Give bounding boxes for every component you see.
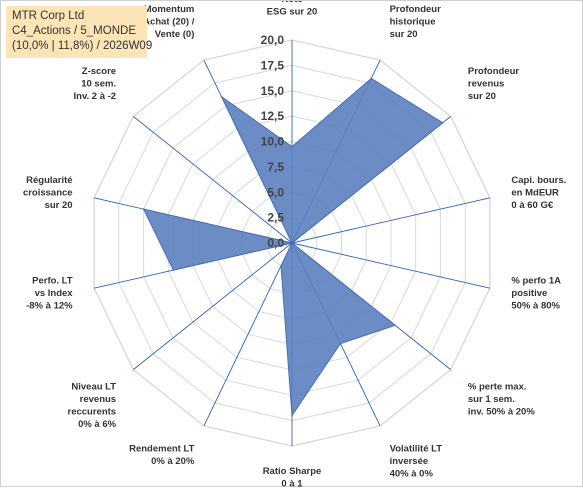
tick-label-6: 15,0	[261, 84, 285, 98]
axis-label-line: 40% à 0%	[390, 469, 434, 480]
tick-label-2: 5,0	[267, 185, 284, 199]
axis-label-line: croissance	[23, 188, 73, 199]
data-point-6	[340, 343, 342, 345]
data-point-7	[291, 415, 293, 417]
series-area	[144, 78, 443, 415]
axis-label-line: sur 20	[45, 200, 73, 211]
axis-label-line: inv. 50% à 20%	[468, 406, 535, 417]
axis-label-line: 0% à 20%	[151, 456, 195, 467]
axis-label-line: Achat (20) /	[143, 16, 195, 27]
axis-label-5: % perte max. sur 1 sem.inv. 50% à 20%	[468, 381, 535, 417]
company-name: MTR Corp Ltd	[12, 9, 141, 24]
axis-label-10: Perfo. LT vs Index-8% à 12%	[26, 275, 73, 311]
axis-label-line: Ratio Sharpe	[263, 466, 322, 477]
axis-label-line: Profondeur	[468, 66, 519, 77]
axis-label-line: 0% à 6%	[78, 419, 117, 430]
axis-label-line: Capi. bours.	[511, 175, 566, 186]
radar-series	[143, 78, 444, 417]
performance-summary: (10,0% | 11,8%) / 2026W09	[12, 39, 141, 54]
axis-label-0: Note ESG sur 20	[267, 1, 318, 18]
axis-label-line: Inv. 2 à -2	[74, 91, 117, 102]
data-point-8	[280, 265, 282, 267]
axis-label-line: inversée	[390, 456, 429, 467]
data-point-10	[173, 269, 175, 271]
axis-label-12: Z-score 10 sem.Inv. 2 à -2	[74, 66, 117, 102]
axis-label-line: Vente (0)	[155, 29, 195, 40]
portfolio-name: C4_Actions / 5_MONDE	[12, 24, 141, 39]
data-point-1	[371, 78, 373, 80]
tick-label-3: 7,5	[267, 160, 284, 174]
spoke-9	[133, 243, 292, 370]
axis-label-line: en MdEUR	[511, 188, 559, 199]
tick-label-8: 20,0	[261, 33, 285, 47]
axis-label-line: Rendement LT	[129, 444, 194, 455]
axis-label-line: vs Index	[35, 288, 74, 299]
data-point-12	[291, 242, 293, 244]
axis-label-line: sur 1 sem.	[468, 394, 515, 405]
axis-label-line: 0 à 60 G€	[511, 200, 553, 211]
axis-label-line: Momentum	[144, 4, 195, 15]
axis-label-line: Z-score	[82, 66, 116, 77]
radial-tick-labels: 0,0 2,5 5,0 7,5 10,0 12,5 15,0 17,5 20,0	[261, 33, 285, 250]
axis-label-line: Niveau LT	[71, 381, 116, 392]
tick-label-4: 10,0	[261, 135, 285, 149]
axis-label-line: 50% à 80%	[511, 300, 560, 311]
axis-label-line: positive	[511, 288, 547, 299]
axis-label-line: Profondeur	[390, 4, 441, 15]
tick-label-7: 17,5	[261, 58, 285, 72]
data-point-11	[143, 208, 145, 210]
axis-label-line: 10 sem.	[81, 79, 116, 90]
axis-label-line: -8% à 12%	[26, 300, 73, 311]
axis-label-line: revenus	[468, 79, 504, 90]
spoke-8	[204, 243, 292, 426]
axis-label-line: % perte max.	[468, 381, 527, 392]
axis-label-line: sur 20	[390, 29, 418, 40]
tick-label-1: 2,5	[267, 211, 284, 225]
axis-label-line: historique	[390, 16, 436, 27]
chart-title-box: MTR Corp Ltd C4_Actions / 5_MONDE (10,0%…	[6, 6, 147, 58]
axis-label-line: % perfo 1A	[511, 275, 561, 286]
data-point-2	[442, 122, 444, 124]
data-point-5	[394, 325, 396, 327]
axis-label-line: revenus	[80, 394, 116, 405]
tick-label-0: 0,0	[267, 236, 284, 250]
data-point-0	[291, 146, 293, 148]
tick-label-5: 12,5	[261, 109, 285, 123]
axis-label-line: Volatilité LT	[390, 444, 443, 455]
axis-label-line: Perfo. LT	[32, 275, 73, 286]
axis-label-line: sur 20	[468, 91, 496, 102]
axis-label-line: reccurents	[68, 406, 117, 417]
axis-label-line: Note	[281, 1, 302, 5]
axis-label-line: Régularité	[26, 175, 72, 186]
data-point-13	[221, 96, 223, 98]
axis-label-line: ESG sur 20	[267, 7, 318, 18]
